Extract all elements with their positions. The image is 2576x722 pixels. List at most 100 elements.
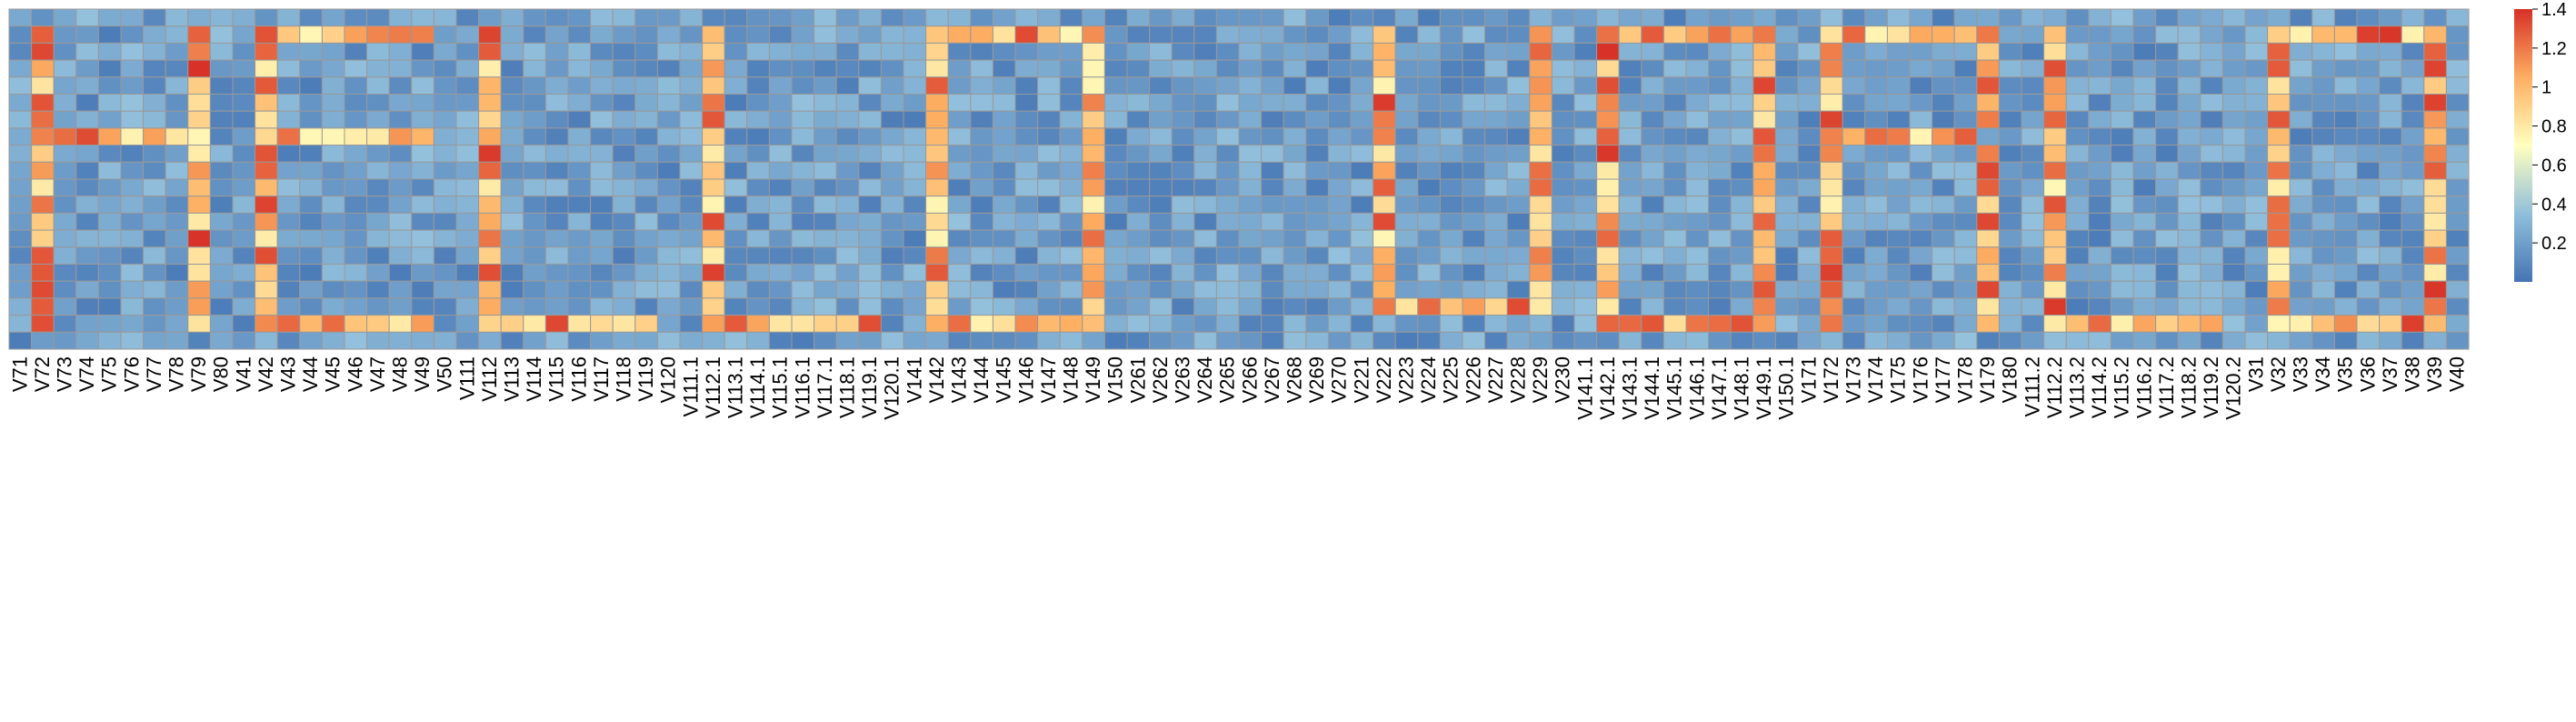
heatmap-cell	[970, 42, 993, 61]
heatmap-cell	[321, 229, 345, 248]
heatmap-cell	[970, 264, 993, 282]
heatmap-cell	[344, 25, 368, 44]
heatmap-cell	[232, 229, 256, 248]
x-tick-label: V117.1	[814, 356, 836, 418]
heatmap-cell	[970, 246, 993, 265]
heatmap-cell	[31, 145, 55, 163]
heatmap-cell	[2356, 196, 2381, 214]
heatmap-cell	[1953, 315, 1978, 333]
heatmap-cell	[344, 127, 368, 146]
heatmap-cell	[903, 94, 927, 112]
heatmap-cell	[768, 8, 793, 27]
heatmap-cell	[2222, 145, 2246, 163]
heatmap-cell	[2267, 229, 2291, 248]
heatmap-cell	[1618, 297, 1642, 316]
heatmap-cell	[1283, 178, 1307, 197]
heatmap-cell	[746, 145, 770, 163]
heatmap-cell	[1864, 145, 1888, 163]
heatmap-cell	[724, 331, 748, 350]
heatmap-cell	[2423, 8, 2447, 27]
heatmap-cell	[1864, 331, 1888, 350]
x-tick-label: V230	[1552, 356, 1574, 403]
heatmap-cell	[1037, 331, 1061, 350]
heatmap-cell	[143, 110, 166, 129]
heatmap-cell	[165, 94, 189, 112]
heatmap-cell	[1820, 178, 1843, 197]
heatmap-cell	[433, 331, 457, 350]
heatmap-cell	[544, 94, 569, 112]
heatmap-cell	[1082, 42, 1105, 61]
heatmap-cell	[31, 59, 55, 78]
heatmap-cell	[1506, 94, 1531, 112]
heatmap-cell	[2088, 110, 2112, 129]
heatmap-cell	[746, 331, 770, 350]
heatmap-cell	[1014, 315, 1039, 333]
heatmap-cell	[1730, 212, 1754, 231]
heatmap-cell	[2088, 196, 2112, 214]
heatmap-cell	[1261, 246, 1284, 265]
x-tick-label: V145.1	[1663, 356, 1686, 420]
heatmap-cell	[1373, 8, 1396, 27]
heatmap-cell	[209, 246, 234, 265]
heatmap-cell	[858, 280, 882, 299]
heatmap-cell	[1014, 178, 1039, 197]
heatmap-cell	[925, 297, 949, 316]
heatmap-cell	[1126, 127, 1151, 146]
heatmap-cell	[1506, 315, 1531, 333]
heatmap-cell	[544, 196, 569, 214]
heatmap-cell	[992, 76, 1016, 95]
heatmap-cell	[1261, 297, 1284, 316]
heatmap-cell	[344, 246, 368, 265]
heatmap-cell	[1103, 280, 1128, 299]
heatmap-cell	[1820, 25, 1843, 44]
heatmap-cell	[523, 110, 546, 129]
heatmap-cell	[1261, 178, 1284, 197]
heatmap-cell	[1394, 229, 1419, 248]
heatmap-cell	[2401, 145, 2425, 163]
heatmap-cell	[388, 25, 413, 44]
heatmap-cell	[612, 110, 636, 129]
heatmap-cell	[1373, 25, 1396, 44]
heatmap-cell	[1373, 110, 1396, 129]
heatmap-cell	[1327, 246, 1352, 265]
heatmap-cell	[1126, 212, 1151, 231]
heatmap-cell	[2043, 8, 2067, 27]
heatmap-cell	[2200, 42, 2223, 61]
heatmap-cell	[1171, 178, 1195, 197]
heatmap-cell	[634, 127, 658, 146]
heatmap-cell	[1037, 94, 1061, 112]
heatmap-cell	[1215, 76, 1240, 95]
heatmap-cell	[590, 161, 614, 180]
heatmap-cell	[612, 127, 636, 146]
heatmap-cell	[255, 212, 278, 231]
x-tick-label: V112.1	[702, 356, 724, 418]
heatmap-cell	[1126, 110, 1151, 129]
heatmap-cell	[1439, 280, 1463, 299]
heatmap-cell	[2401, 110, 2425, 129]
heatmap-cell	[1551, 110, 1575, 129]
heatmap-cell	[1618, 59, 1642, 78]
heatmap-cell	[1238, 315, 1263, 333]
heatmap-cell	[1864, 8, 1888, 27]
x-tick-label: V270	[1328, 356, 1351, 403]
heatmap-cell	[724, 229, 748, 248]
heatmap-cell	[1641, 161, 1664, 180]
heatmap-cell	[634, 264, 658, 282]
heatmap-cell	[679, 127, 704, 146]
heatmap-cell	[724, 297, 748, 316]
heatmap-cell	[1327, 178, 1352, 197]
heatmap-cell	[1932, 76, 1955, 95]
heatmap-cell	[1551, 94, 1575, 112]
heatmap-cell	[1618, 229, 1642, 248]
heatmap-cell	[1708, 161, 1732, 180]
heatmap-cell	[120, 212, 145, 231]
heatmap-cell	[2267, 59, 2291, 78]
heatmap-cell	[2021, 315, 2045, 333]
heatmap-cell	[656, 315, 681, 333]
heatmap-cell	[1596, 178, 1620, 197]
heatmap-cell	[1618, 110, 1642, 129]
heatmap-cell	[97, 297, 122, 316]
heatmap-cell	[1394, 331, 1419, 350]
heatmap-cell	[1014, 297, 1039, 316]
heatmap-cell	[903, 229, 927, 248]
